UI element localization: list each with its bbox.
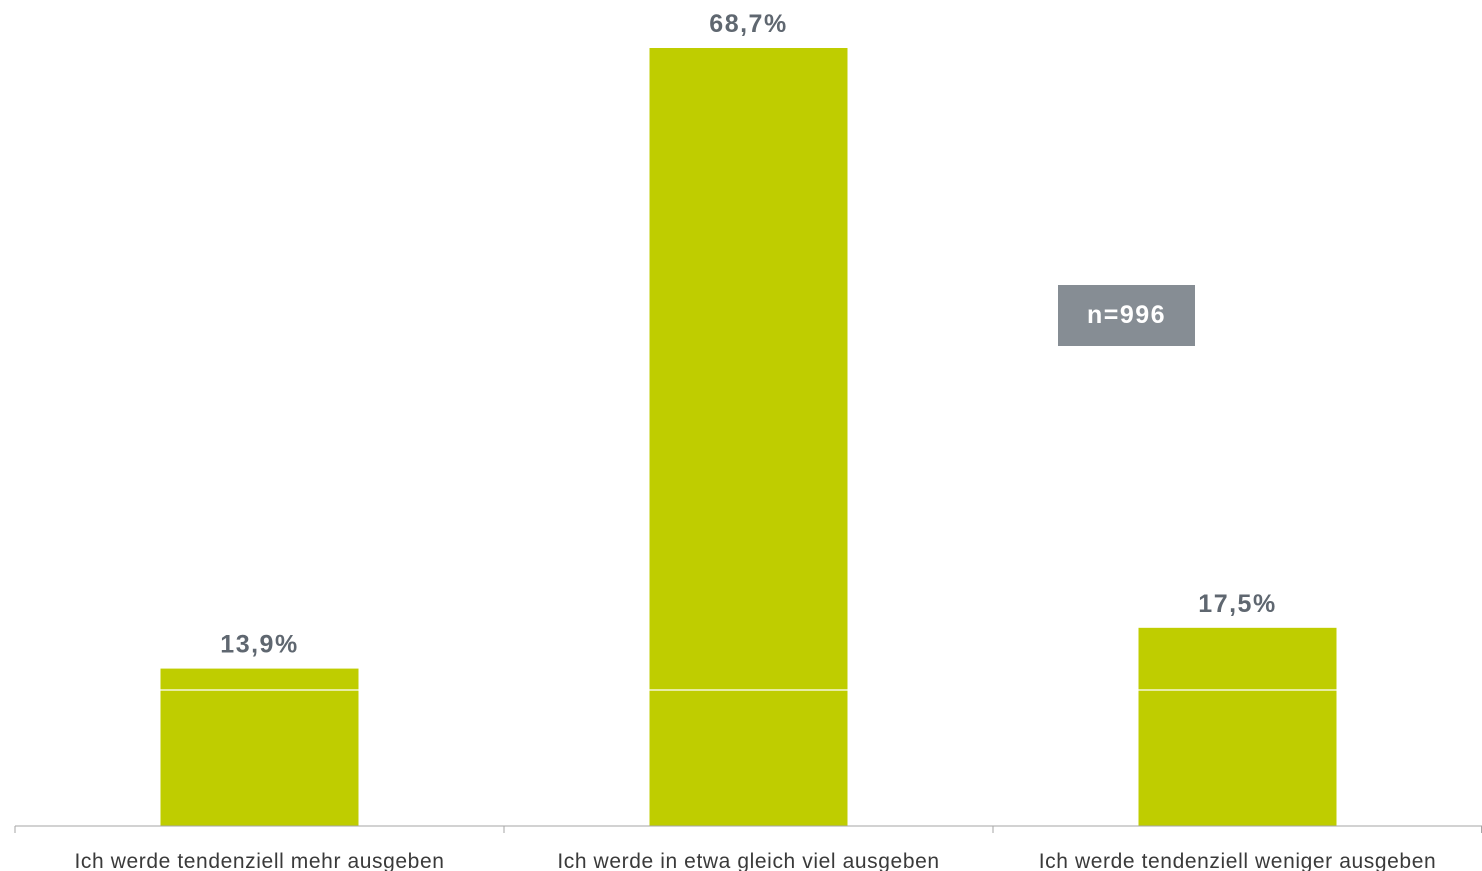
x-axis — [14, 825, 1482, 833]
value-labels-group: 13,9% 68,7% 17,5% — [220, 10, 1276, 659]
value-label-3: 17,5% — [1198, 590, 1276, 618]
category-labels-group: Ich werde tendenziell mehr ausgeben Ich w… — [74, 850, 1437, 871]
value-label-1: 13,9% — [220, 631, 298, 659]
bar-1 — [160, 668, 359, 826]
category-label-2: Ich werde in etwa gleich viel ausgeben — [557, 850, 939, 871]
sample-size-badge: n=996 — [1058, 285, 1195, 346]
category-label-1: Ich werde tendenziell mehr ausgeben — [74, 850, 444, 871]
bar-2 — [649, 48, 848, 826]
value-label-2: 68,7% — [709, 10, 787, 38]
bar-3 — [1138, 627, 1337, 826]
category-label-3: Ich werde tendenziell weniger ausgeben — [1039, 850, 1437, 871]
bars-group — [160, 48, 1337, 826]
